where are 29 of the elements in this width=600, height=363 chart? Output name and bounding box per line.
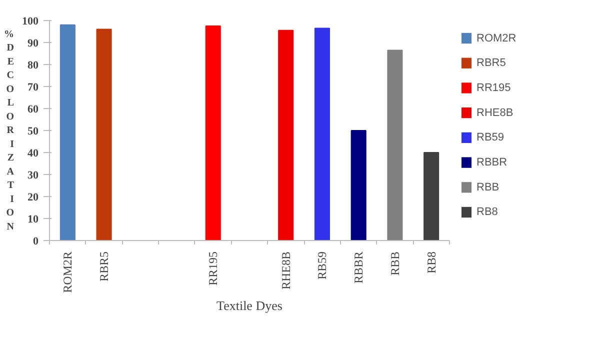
y-tick-label: 70 xyxy=(28,82,39,94)
y-tick-label: 80 xyxy=(28,60,39,72)
y-tick-label: 50 xyxy=(28,126,39,138)
x-tick-label: RBR5 xyxy=(97,251,112,282)
text: % DECOLORIZATION xyxy=(4,28,14,232)
legend-label: RB8 xyxy=(476,206,498,218)
y-tick-label: 60 xyxy=(28,104,39,116)
y-tick-label: 100 xyxy=(22,16,39,28)
y-tick-label: 90 xyxy=(28,38,39,50)
x-axis-title: Textile Dyes xyxy=(216,298,282,313)
legend-label: RBBR xyxy=(476,156,508,169)
x-tick-label: RR195 xyxy=(206,251,220,286)
x-tick-label: RB8 xyxy=(424,251,438,274)
x-tick-label: RBB xyxy=(388,251,402,276)
legend-label: RB59 xyxy=(476,132,504,144)
x-tick-label: RBBR xyxy=(352,252,366,284)
x-tick-label: ROM2R xyxy=(60,252,75,293)
x-tick-label: RHE8B xyxy=(278,251,293,290)
y-tick-label: 30 xyxy=(28,170,39,182)
y-tick-label: 40 xyxy=(28,148,39,160)
legend-label: RBR5 xyxy=(476,57,506,70)
legend-label: RR195 xyxy=(476,82,511,94)
y-tick-label: 0 xyxy=(33,236,39,248)
legend-label: RBB xyxy=(476,181,500,194)
x-tick-label: RB59 xyxy=(315,251,330,280)
legend-label: RHE8B xyxy=(476,106,514,119)
legend-label: ROM2R xyxy=(476,32,516,44)
y-tick-label: 10 xyxy=(28,214,39,226)
y-tick-label: 20 xyxy=(28,192,39,204)
